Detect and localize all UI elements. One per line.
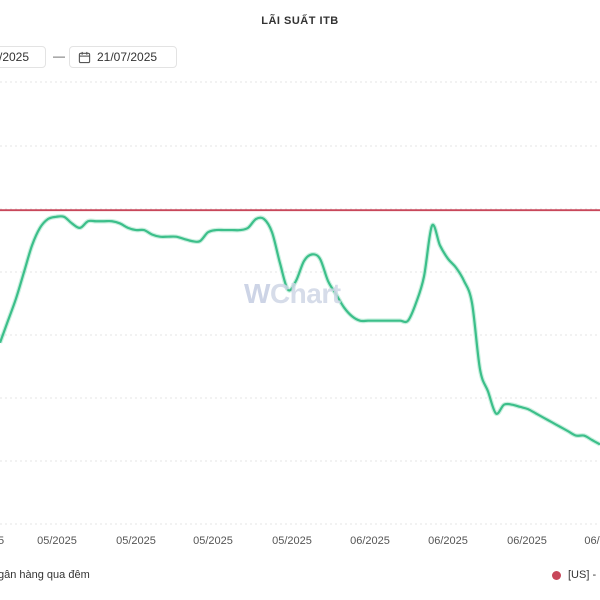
date-from-value: /2025 (0, 50, 30, 64)
legend-label-overnight: gân hàng qua đêm (0, 569, 90, 581)
x-tick-label: 05/2025 (272, 535, 312, 547)
date-from-input[interactable]: /2025 (0, 46, 46, 68)
x-tick-label: 06/2025 (350, 535, 390, 547)
x-tick-label: 05/2025 (116, 535, 156, 547)
legend-label-us: [US] - (568, 569, 597, 581)
x-tick-label: 05/2025 (193, 535, 233, 547)
x-tick-label: 06/2025 (428, 535, 468, 547)
x-tick-label: 05/2025 (37, 535, 77, 547)
x-tick-label: 06/2025 (507, 535, 547, 547)
wichart-watermark: WChart (244, 278, 341, 309)
chart-title: LÃI SUẤT ITB (261, 15, 339, 27)
date-to-value: 21/07/2025 (97, 50, 158, 64)
calendar-icon[interactable] (78, 51, 91, 64)
legend-item-overnight[interactable]: gân hàng qua đêm (0, 569, 90, 581)
x-tick-label: 06/ (584, 535, 600, 547)
date-separator: — (53, 49, 65, 63)
legend-dot-us (552, 570, 561, 580)
series-line-overnight[interactable] (0, 215, 600, 446)
series-line-overnight-glow (0, 213, 600, 447)
date-to-input[interactable]: 21/07/2025 (69, 46, 177, 68)
legend-item-us[interactable]: [US] - (552, 569, 596, 581)
x-tick-label: 5 (0, 535, 4, 547)
